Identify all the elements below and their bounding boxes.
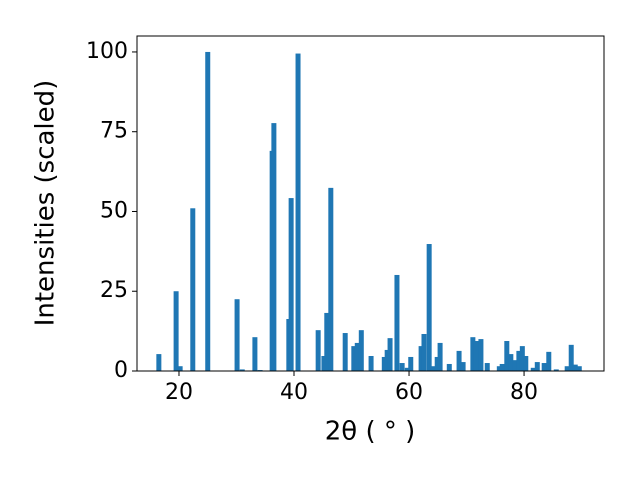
bar — [271, 123, 277, 371]
bar — [426, 244, 432, 371]
bar — [205, 51, 211, 371]
bar — [384, 349, 390, 371]
bar — [321, 356, 327, 371]
bar — [516, 350, 522, 371]
bar — [430, 366, 436, 371]
bar — [541, 363, 547, 371]
x-tick-label: 20 — [165, 380, 193, 405]
y-tick-label: 50 — [100, 198, 128, 223]
bar — [484, 363, 490, 371]
y-tick-label: 75 — [100, 119, 128, 144]
bar — [564, 366, 570, 371]
bar — [177, 366, 183, 371]
bar — [358, 330, 364, 371]
x-tick-label: 40 — [280, 380, 308, 405]
plot-area — [156, 51, 582, 372]
bar — [408, 356, 414, 371]
x-axis-label: 2θ ( ° ) — [325, 417, 416, 447]
bar — [434, 356, 440, 371]
bar — [496, 366, 502, 371]
bar — [381, 356, 387, 371]
bar — [394, 274, 400, 371]
bar — [470, 337, 476, 371]
bar — [572, 364, 578, 371]
bar — [404, 367, 410, 371]
bar — [446, 363, 452, 371]
bar — [324, 312, 330, 371]
bar — [553, 369, 559, 371]
y-axis-label: Intensities (scaled) — [31, 80, 61, 327]
bar — [499, 363, 505, 371]
bar — [399, 363, 405, 371]
y-tick-label: 25 — [100, 278, 128, 303]
bar — [156, 354, 162, 371]
bar — [387, 338, 393, 371]
bar — [288, 198, 294, 371]
bar — [328, 187, 334, 371]
bar — [315, 330, 321, 371]
bar — [546, 351, 552, 371]
bar — [239, 369, 245, 371]
bar — [437, 342, 443, 371]
bar — [418, 346, 424, 371]
bar — [354, 342, 360, 371]
bar — [519, 346, 525, 371]
bar — [523, 356, 529, 371]
bar — [576, 366, 582, 371]
bar — [342, 333, 348, 371]
bar — [473, 341, 479, 371]
bar — [504, 341, 510, 371]
bar — [351, 346, 357, 371]
y-tick-label: 0 — [114, 358, 128, 383]
x-tick-label: 80 — [510, 380, 538, 405]
y-tick-label: 100 — [86, 39, 128, 64]
bar — [295, 53, 301, 372]
bar — [530, 367, 536, 371]
bar — [512, 360, 518, 371]
bar — [568, 344, 574, 371]
bar — [234, 299, 240, 371]
bar — [534, 362, 540, 371]
bar — [252, 337, 258, 371]
bar — [508, 354, 514, 371]
bar — [456, 350, 462, 371]
bar — [421, 333, 427, 371]
bar — [460, 362, 466, 371]
axes-frame — [136, 35, 605, 372]
bar — [368, 356, 374, 371]
bar — [478, 339, 484, 371]
x-tick-label: 60 — [395, 380, 423, 405]
bar — [190, 208, 196, 371]
bar — [173, 291, 179, 371]
